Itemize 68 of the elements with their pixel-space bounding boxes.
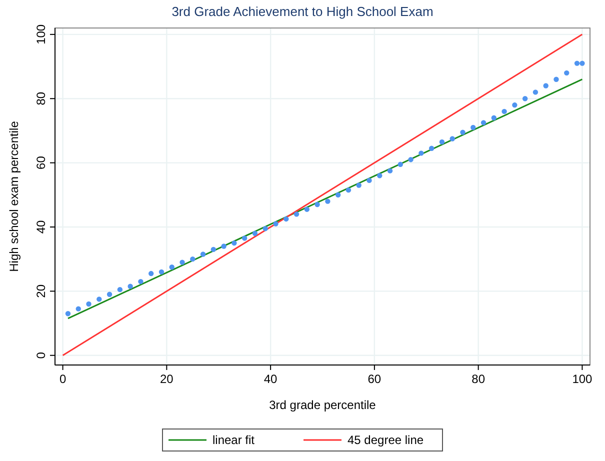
x-tick-label: 40 [264, 372, 278, 386]
point [96, 296, 102, 302]
x-tick-label: 80 [472, 372, 486, 386]
point [460, 130, 466, 135]
y-tick-label: 100 [34, 24, 48, 44]
point [574, 60, 580, 66]
point [148, 270, 154, 276]
point [532, 90, 538, 95]
point [221, 244, 226, 249]
point [366, 178, 372, 184]
point [543, 83, 548, 88]
x-tick-label: 60 [368, 372, 382, 386]
point [502, 108, 507, 114]
x-tick-label: 0 [59, 372, 66, 386]
y-tick-label: 40 [34, 220, 48, 234]
point [242, 236, 248, 241]
point [564, 70, 570, 76]
point [554, 76, 559, 82]
point [106, 292, 112, 297]
point [470, 124, 476, 130]
point [428, 146, 434, 151]
point [294, 212, 300, 217]
y-tick-label: 60 [34, 156, 48, 170]
point [273, 221, 278, 226]
point [86, 301, 92, 307]
point [117, 286, 123, 292]
y-tick-label: 0 [34, 352, 48, 359]
point [439, 139, 445, 145]
point [491, 115, 497, 120]
point [512, 102, 518, 108]
y-tick-label: 80 [34, 92, 48, 106]
point [252, 230, 258, 236]
point [232, 240, 237, 246]
point [138, 278, 144, 284]
point [65, 311, 71, 316]
point [304, 206, 310, 212]
point [314, 202, 320, 208]
point [408, 156, 414, 162]
point [387, 168, 393, 174]
point [335, 192, 341, 198]
point [398, 162, 404, 168]
point [418, 150, 424, 156]
point [190, 256, 196, 262]
point [210, 246, 216, 252]
legend-label: linear fit [212, 433, 256, 447]
point [169, 264, 174, 270]
x-tick-label: 20 [160, 372, 174, 386]
point [200, 252, 206, 257]
point [356, 182, 362, 188]
x-axis-title: 3rd grade percentile [269, 398, 376, 412]
x-tick-label: 100 [572, 372, 593, 386]
point [377, 173, 382, 178]
legend-label: 45 degree line [348, 433, 424, 447]
point [480, 120, 486, 126]
chart-title: 3rd Grade Achievement to High School Exam [172, 4, 434, 19]
point [325, 198, 330, 204]
point [284, 216, 289, 222]
y-tick-label: 20 [34, 284, 48, 298]
point [128, 284, 133, 289]
point [158, 269, 164, 275]
point [76, 306, 81, 312]
point [522, 96, 528, 102]
point [262, 226, 268, 232]
point [450, 136, 455, 142]
y-axis-title: High school exam percentile [7, 120, 21, 272]
point [180, 260, 185, 265]
point [346, 187, 352, 193]
point [580, 60, 585, 66]
